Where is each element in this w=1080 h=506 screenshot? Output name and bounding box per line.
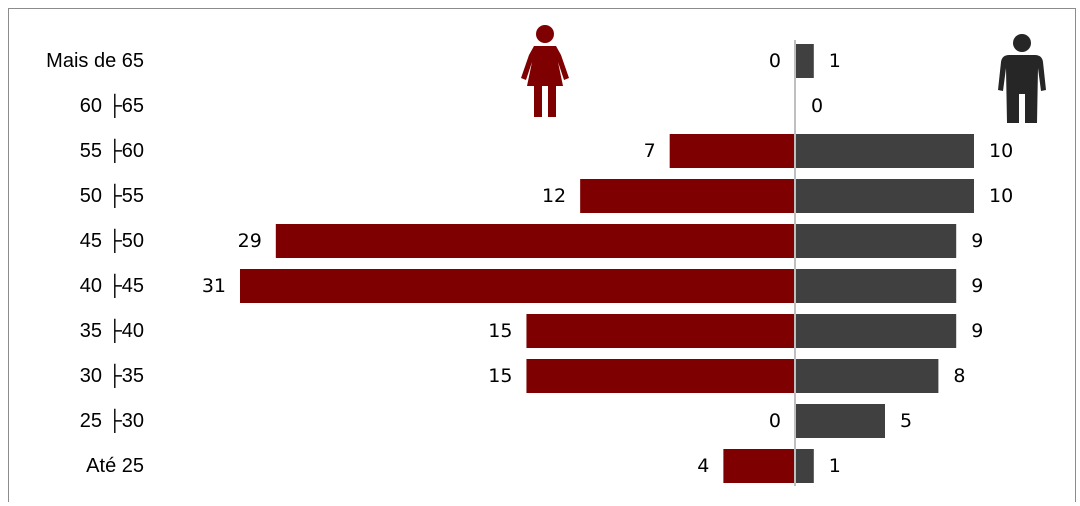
value-label-left: 0 [769,50,781,72]
category-label: 30 ├35 [80,363,144,389]
value-label-left: 15 [488,320,512,342]
bar-right [796,44,814,78]
value-label-left: 0 [769,410,781,432]
category-label: 55 ├60 [80,138,144,164]
value-label-left: 31 [202,275,226,297]
value-label-right: 1 [829,50,841,72]
bar-left [526,314,795,348]
bar-right [796,449,814,483]
left-series-bars [240,134,795,483]
bar-left [526,359,795,393]
value-label-right: 1 [829,455,841,477]
value-label-right: 0 [811,95,823,117]
female-person-icon [521,25,569,117]
value-label-right: 10 [989,140,1013,162]
value-label-right: 9 [971,275,983,297]
value-label-left: 15 [488,365,512,387]
bar-right [796,314,957,348]
right-series-bars [796,44,974,483]
value-label-right: 8 [953,365,965,387]
bar-left [669,134,795,168]
bar-right [796,134,974,168]
category-label: 35 ├40 [80,318,144,344]
value-label-left: 4 [697,455,709,477]
bar-right [796,269,957,303]
bar-left [580,179,795,213]
value-label-right: 10 [989,185,1013,207]
category-label: 45 ├50 [80,228,144,254]
category-label: 40 ├45 [80,273,144,299]
bar-left [240,269,795,303]
bar-right [796,224,957,258]
bar-right [796,404,885,438]
value-label-left: 29 [238,230,262,252]
value-label-left: 12 [542,185,566,207]
bar-right [796,179,974,213]
chart-frame [8,8,1076,502]
bar-left [275,224,795,258]
value-label-right: 9 [971,320,983,342]
category-label: 50 ├55 [80,183,144,209]
male-person-icon [998,34,1046,123]
category-label: 60 ├65 [80,93,144,119]
bar-left [723,449,795,483]
value-label-left: 7 [644,140,656,162]
value-label-right: 5 [900,410,912,432]
bar-right [796,359,939,393]
value-label-right: 9 [971,230,983,252]
category-label: 25 ├30 [80,408,144,434]
category-label: Até 25 [86,455,144,477]
category-label: Mais de 65 [46,50,144,72]
category-labels: Mais de 65 60 ├65 55 ├60 50 ├55 45 ├50 40 ├45… [46,50,144,477]
